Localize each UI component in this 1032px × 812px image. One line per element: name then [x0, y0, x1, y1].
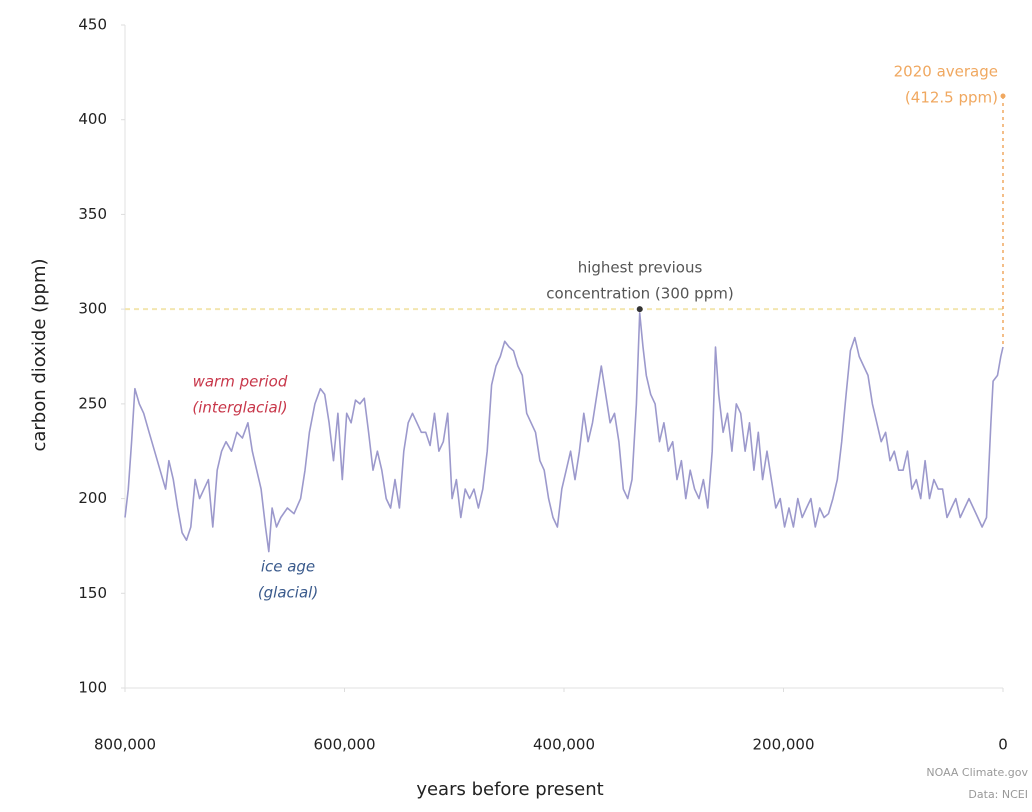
x-tick-label: 600,000 — [313, 736, 375, 754]
annotation: (412.5 ppm) — [905, 89, 998, 107]
y-tick-label: 100 — [78, 679, 107, 697]
credit: NOAA Climate.gov — [926, 766, 1028, 779]
data-line — [124, 312, 1004, 553]
y-tick-label: 150 — [78, 584, 107, 602]
annotation: 2020 average — [894, 63, 998, 81]
annotation: (glacial) — [258, 584, 318, 602]
annotation: highest previous — [578, 259, 703, 277]
annotation: warm period — [193, 373, 288, 391]
annotation: (interglacial) — [192, 399, 287, 417]
y-tick-label: 250 — [78, 394, 107, 412]
y-tick-label: 400 — [78, 110, 107, 128]
annotation: ice age — [261, 558, 315, 576]
x-tick-label: 800,000 — [94, 736, 156, 754]
x-tick-label: 400,000 — [533, 736, 595, 754]
y-tick-label: 450 — [78, 16, 107, 34]
x-tick-label: 200,000 — [752, 736, 814, 754]
credit: Data: NCEI — [968, 788, 1028, 801]
y-tick-label: 300 — [78, 300, 107, 318]
annotation: concentration (300 ppm) — [546, 285, 733, 303]
y-tick-label: 350 — [78, 205, 107, 223]
current-point — [1000, 93, 1006, 99]
y-axis-label: carbon dioxide (ppm) — [29, 258, 50, 451]
y-tick-label: 200 — [78, 489, 107, 507]
peak-point — [636, 306, 643, 313]
x-tick-label: 0 — [998, 736, 1008, 754]
x-axis-label: years before present — [416, 779, 603, 800]
